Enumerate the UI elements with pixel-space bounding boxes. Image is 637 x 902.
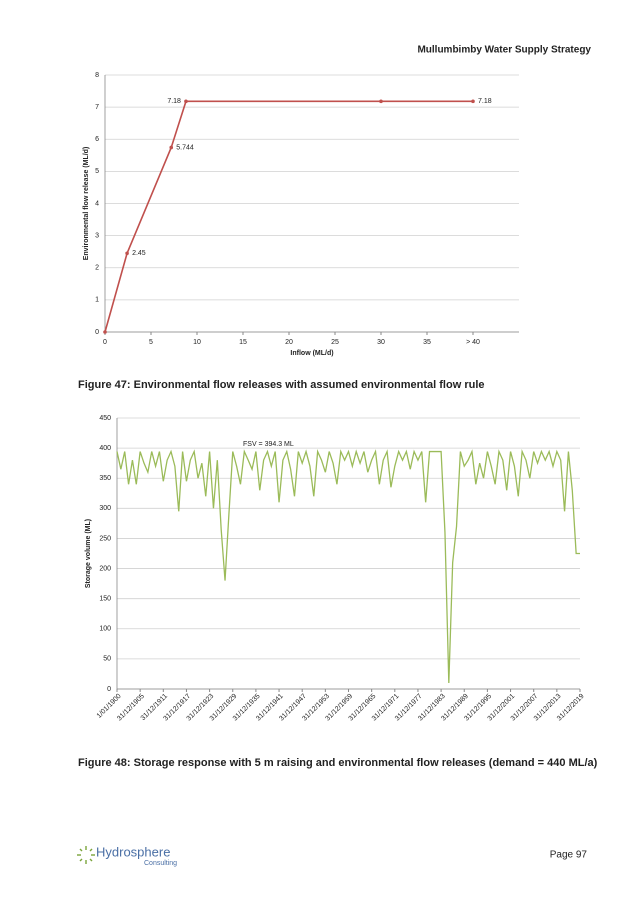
logo-text: Hydrosphere [96,844,170,859]
y-tick-label: 2 [95,265,99,272]
y-tick-label: 0 [95,329,99,336]
data-label: 7.18 [478,98,492,105]
y-axis-label: Storage volume (ML) [85,519,92,588]
x-tick-label: 35 [423,339,431,346]
x-tick-label: 30 [377,339,385,346]
y-tick-label: 7 [95,104,99,111]
data-point [379,99,383,104]
x-tick-label: 10 [193,339,201,346]
y-tick-label: 50 [103,656,111,663]
y-tick-label: 100 [99,626,111,633]
logo-subtext: Consulting [144,860,177,867]
page-number: Page 97 [550,850,588,861]
data-label: 5.744 [176,144,194,151]
y-axis-label: Environmental flow release (ML/d) [83,147,90,261]
x-tick-label: 0 [103,339,107,346]
data-point [471,99,475,104]
annotation: FSV = 394.3 ML [243,441,294,448]
data-point [125,251,129,256]
x-axis-label: Inflow (ML/d) [290,350,333,357]
data-point [103,330,107,334]
data-label: 7.18 [167,98,181,105]
y-tick-label: 200 [99,565,111,572]
y-tick-label: 300 [99,505,111,512]
y-tick-label: 400 [99,445,111,452]
y-tick-label: 6 [95,136,99,143]
data-line [116,448,580,683]
x-tick-label: > 40 [466,339,480,346]
x-tick-label: 5 [149,339,153,346]
data-point [184,99,188,104]
y-tick-label: 350 [99,475,111,482]
data-line [104,100,473,333]
y-tick-label: 450 [99,415,111,422]
x-tick-label: 15 [239,339,247,346]
logo-icon [77,846,95,864]
y-tick-label: 5 [95,168,99,175]
data-point [169,145,174,150]
y-tick-label: 4 [95,200,99,207]
header-title: Mullumbimby Water Supply Strategy [417,45,591,56]
x-tick-label: 25 [331,339,339,346]
data-label: 2.45 [132,250,146,257]
y-tick-label: 1 [95,297,99,304]
y-tick-label: 0 [107,686,111,693]
y-tick-label: 250 [99,535,111,542]
caption: Figure 47: Environmental flow releases w… [78,379,485,391]
y-tick-label: 3 [95,232,99,239]
x-tick-label: 20 [285,339,293,346]
caption: Figure 48: Storage response with 5 m rai… [78,757,598,769]
y-tick-label: 8 [95,72,99,79]
y-tick-label: 150 [99,596,111,603]
